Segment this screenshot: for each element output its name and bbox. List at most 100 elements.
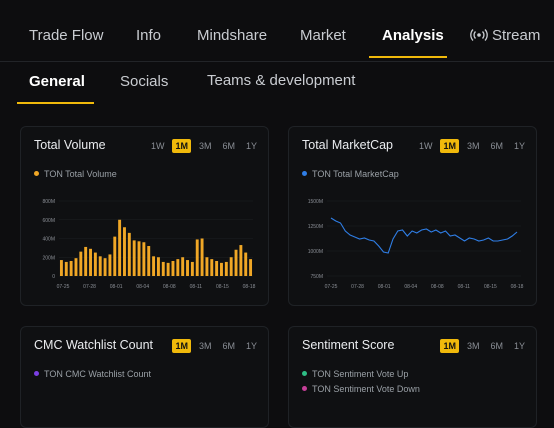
x-tick-label: 08-11 <box>190 284 203 290</box>
card-title: Total MarketCap <box>302 138 394 152</box>
volume-bar <box>200 238 204 276</box>
volume-bar <box>74 258 78 276</box>
y-tick-label: 600M <box>42 218 55 224</box>
range-3m[interactable]: 3M <box>198 341 212 351</box>
volume-bar <box>229 257 233 276</box>
y-tick-label: 1000M <box>308 249 323 255</box>
volume-bar <box>176 259 180 276</box>
card-title: Sentiment Score <box>302 338 395 352</box>
volume-bar-chart: 0 200M 400M 600M 800M 07-25 07-28 08-01 08-04 08-… <box>42 199 256 290</box>
subtab-teams-development[interactable]: Teams & development <box>207 72 356 89</box>
volume-bar <box>210 259 214 276</box>
tab-stream[interactable]: Stream <box>470 27 540 44</box>
legend-dot <box>34 371 39 376</box>
tab-mindshare[interactable]: Mindshare <box>197 27 268 44</box>
marketcap-line-chart: 750M 1000M 1250M 1500M 07-25 07-28 08-01 08-04 0… <box>308 199 524 290</box>
volume-bar <box>79 251 83 276</box>
tab-trade-flow[interactable]: Trade Flow <box>29 27 104 44</box>
y-tick-label: 1500M <box>308 199 323 205</box>
legend-dot <box>302 371 307 376</box>
x-tick-label: 08-18 <box>511 284 524 290</box>
chart-legend: TON CMC Watchlist Count <box>34 369 151 379</box>
volume-bar <box>220 262 223 276</box>
volume-bar <box>123 227 126 276</box>
tab-info[interactable]: Info <box>136 27 162 44</box>
volume-bar <box>181 257 185 276</box>
legend-dot <box>302 386 307 391</box>
volume-bar <box>205 257 209 276</box>
legend-dot <box>302 171 307 176</box>
y-tick-label: 1250M <box>308 224 323 230</box>
x-tick-label: 07-25 <box>325 284 338 290</box>
volume-bar <box>186 260 189 276</box>
range-6m[interactable]: 6M <box>490 141 503 151</box>
range-1y[interactable]: 1Y <box>245 141 257 151</box>
volume-bar <box>249 259 253 276</box>
active-subtab-indicator <box>17 102 94 104</box>
y-tick-label: 400M <box>42 237 55 243</box>
x-tick-label: 08-01 <box>110 284 123 290</box>
range-6m[interactable]: 6M <box>222 141 235 151</box>
range-6m[interactable]: 6M <box>490 341 503 351</box>
volume-bar <box>137 241 141 276</box>
range-selector: 1M 3M 6M 1Y <box>172 339 260 353</box>
y-tick-label: 0 <box>52 274 55 280</box>
card-title: Total Volume <box>34 138 106 152</box>
range-1y[interactable]: 1Y <box>245 341 257 351</box>
range-1m[interactable]: 1M <box>172 339 191 353</box>
volume-bar <box>113 236 117 276</box>
x-tick-label: 08-18 <box>243 284 256 290</box>
card-title: CMC Watchlist Count <box>34 338 154 352</box>
legend-label: TON Total Volume <box>44 169 117 179</box>
range-selector: 1M 3M 6M 1Y <box>440 339 528 353</box>
legend-label: TON CMC Watchlist Count <box>44 369 152 379</box>
tab-analysis[interactable]: Analysis <box>382 27 444 44</box>
range-1m[interactable]: 1M <box>172 139 191 153</box>
broadcast-icon <box>470 29 488 41</box>
x-tick-label: 08-04 <box>404 284 417 290</box>
range-3m[interactable]: 3M <box>198 141 212 151</box>
range-1m[interactable]: 1M <box>440 339 459 353</box>
total-marketcap-card: Total MarketCap 1W 1M 3M 6M 1Y TON Total… <box>288 126 537 306</box>
range-1y[interactable]: 1Y <box>513 141 525 151</box>
range-6m[interactable]: 6M <box>222 341 235 351</box>
legend-vote-down: TON Sentiment Vote Down <box>302 384 420 394</box>
range-1m[interactable]: 1M <box>440 139 459 153</box>
range-3m[interactable]: 3M <box>466 341 480 351</box>
volume-bar <box>171 261 175 276</box>
volume-bar <box>161 261 165 276</box>
volume-bar <box>84 246 88 276</box>
tab-stream-label: Stream <box>492 27 541 44</box>
range-1y[interactable]: 1Y <box>513 341 525 351</box>
volume-bar <box>190 261 194 276</box>
legend-label: TON Total MarketCap <box>312 169 399 179</box>
x-tick-label: 08-11 <box>458 284 471 290</box>
volume-bar <box>152 256 156 276</box>
sentiment-score-card: Sentiment Score 1M 3M 6M 1Y TON Sentimen… <box>288 326 537 428</box>
range-1w[interactable]: 1W <box>418 141 433 151</box>
x-tick-label: 08-08 <box>163 284 176 290</box>
volume-bar <box>215 261 219 276</box>
x-tick-label: 07-28 <box>351 284 364 290</box>
range-selector: 1W 1M 3M 6M 1Y <box>148 139 260 153</box>
subtab-general[interactable]: General <box>29 73 85 90</box>
y-tick-label: 750M <box>310 274 323 280</box>
x-tick-label: 08-15 <box>216 284 229 290</box>
range-1w[interactable]: 1W <box>150 141 165 151</box>
subtab-socials[interactable]: Socials <box>120 73 169 90</box>
range-3m[interactable]: 3M <box>466 141 480 151</box>
volume-bar <box>224 261 228 276</box>
marketcap-series-line <box>330 217 518 254</box>
volume-bar <box>127 232 131 276</box>
volume-bar <box>108 254 112 276</box>
volume-bar <box>156 257 160 276</box>
volume-bar <box>89 248 92 276</box>
legend-vote-up: TON Sentiment Vote Up <box>302 369 408 379</box>
watchlist-count-card: CMC Watchlist Count 1M 3M 6M 1Y TON CMC … <box>20 326 269 428</box>
x-tick-label: 08-01 <box>378 284 391 290</box>
y-tick-label: 200M <box>42 255 55 261</box>
active-tab-indicator <box>369 56 447 58</box>
chart-legend: TON Total MarketCap <box>302 169 399 179</box>
tab-market[interactable]: Market <box>300 27 346 44</box>
legend-dot <box>34 171 39 176</box>
